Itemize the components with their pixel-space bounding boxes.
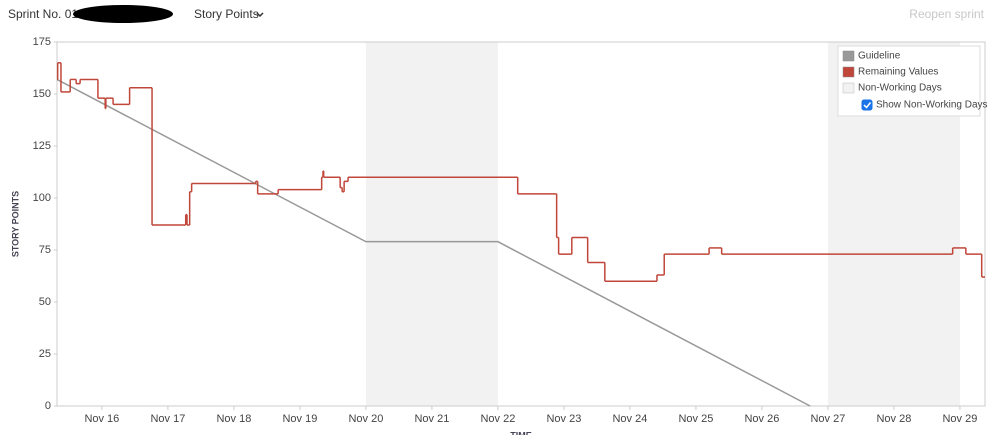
y-tick-label: 50 — [39, 296, 51, 308]
x-tick-label: Nov 18 — [216, 413, 251, 425]
legend-label: Non-Working Days — [858, 83, 942, 94]
x-tick-label: Nov 28 — [876, 413, 911, 425]
legend-label: Remaining Values — [858, 67, 938, 78]
x-tick-label: Nov 29 — [942, 413, 977, 425]
reopen-sprint[interactable]: Reopen sprint — [909, 7, 984, 21]
legend-swatch — [842, 66, 855, 78]
y-tick-label: 175 — [33, 36, 51, 48]
x-tick-label: Nov 26 — [744, 413, 779, 425]
plot-border — [56, 41, 986, 407]
y-tick-label: 100 — [33, 192, 51, 204]
y-tick-label: 25 — [39, 348, 51, 360]
legend-label: Guideline — [858, 51, 901, 62]
x-tick-label: Nov 27 — [810, 413, 845, 425]
x-tick-label: Nov 21 — [414, 413, 449, 425]
legend-swatch — [842, 50, 855, 62]
checkbox[interactable] — [861, 99, 873, 111]
redaction — [73, 5, 173, 23]
dropdown-chevron[interactable] — [256, 12, 264, 18]
y-tick-label: 75 — [39, 244, 51, 256]
x-tick-label: Nov 16 — [84, 413, 119, 425]
sprint-name: Sprint No. 01 — [8, 7, 78, 21]
x-tick-label: Nov 23 — [546, 413, 581, 425]
x-tick-label: Nov 25 — [678, 413, 713, 425]
y-tick-label: 150 — [33, 88, 51, 100]
x-axis-label: TIME — [510, 430, 532, 435]
x-tick-label: Nov 19 — [282, 413, 317, 425]
x-tick-label: Nov 17 — [150, 413, 185, 425]
non-working-band — [365, 42, 498, 406]
y-tick-label: 0 — [45, 400, 51, 412]
x-tick-label: Nov 22 — [480, 413, 515, 425]
x-tick-label: Nov 20 — [348, 413, 383, 425]
legend-swatch — [842, 82, 855, 94]
x-tick-label: Nov 24 — [612, 413, 647, 425]
checkmark — [863, 102, 872, 109]
y-tick-label: 125 — [33, 140, 51, 152]
checkbox-label[interactable]: Show Non-Working Days — [876, 100, 988, 111]
metric-dropdown[interactable]: Story Points — [194, 7, 259, 21]
y-axis-label: STORY POINTS — [10, 191, 20, 257]
guideline — [56, 78, 811, 407]
